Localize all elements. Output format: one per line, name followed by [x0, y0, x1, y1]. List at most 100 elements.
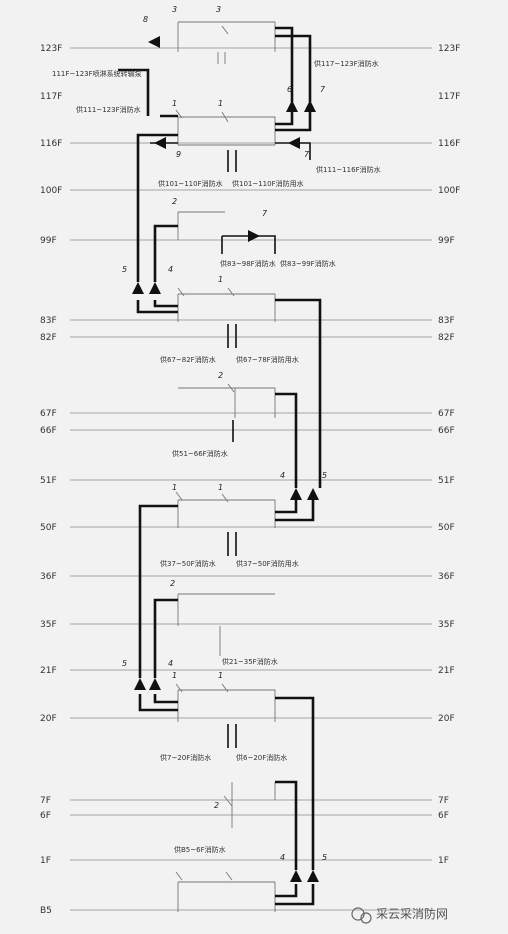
tank-116f — [177, 116, 276, 146]
tank-50f — [177, 499, 276, 528]
supply-note: 供67~82F消防水 — [160, 355, 216, 364]
floor-label-right: 6F — [438, 811, 449, 821]
floor-label-left: 82F — [40, 333, 57, 343]
floor-label-right: 50F — [438, 523, 455, 533]
supply-note: 供37~50F消防用水 — [236, 559, 299, 568]
floor-label-left: 83F — [40, 316, 57, 326]
pipes — [118, 26, 322, 906]
tank-b5 — [177, 881, 276, 912]
pump-icon — [290, 870, 302, 882]
supply-note: 供51~66F消防水 — [172, 449, 228, 458]
callout-number: 6 — [287, 85, 292, 94]
pump-icon — [307, 488, 319, 500]
pump-icon — [134, 678, 146, 690]
pump-icon — [304, 100, 316, 112]
floor-label-right: 51F — [438, 476, 455, 486]
tank-20f — [177, 689, 276, 722]
floor-label-left: 100F — [40, 186, 62, 196]
supply-note: 供21~35F消防水 — [222, 657, 278, 666]
callout-number: 2 — [170, 579, 175, 588]
floor-labels-left: 123F 117F 116F 100F 99F 83F 82F 67F 66F … — [40, 44, 62, 916]
floor-labels-right: 123F 117F 116F 100F 99F 83F 82F 67F 66F … — [438, 44, 460, 866]
floor-label-left: 36F — [40, 572, 57, 582]
floor-label-right: 21F — [438, 666, 455, 676]
floor-label-right: 117F — [438, 92, 460, 102]
floor-label-left: 20F — [40, 714, 57, 724]
floor-label-left: 50F — [40, 523, 57, 533]
callout-number: 8 — [143, 15, 148, 24]
pump-icon — [288, 137, 300, 149]
pump-icon — [307, 870, 319, 882]
callout-number: 3 — [172, 5, 177, 14]
floor-label-right: 100F — [438, 186, 460, 196]
callout-number: 4 — [168, 659, 173, 668]
floor-label-left: 123F — [40, 44, 62, 54]
pump-icon — [149, 282, 161, 294]
floor-label-right: 1F — [438, 856, 449, 866]
callout-number: 4 — [168, 265, 173, 274]
pump-icon — [154, 137, 166, 149]
supply-note: 111F~123F喷淋系统转输泵 — [52, 69, 142, 78]
supply-note: 供101~110F消防水 — [158, 179, 223, 188]
callout-number: 2 — [218, 371, 223, 380]
callout-number: 7 — [262, 209, 268, 218]
callout-number: 4 — [280, 471, 285, 480]
callout-number: 7 — [320, 85, 326, 94]
floor-label-left: 116F — [40, 139, 62, 149]
floor-label-left: 99F — [40, 236, 57, 246]
pumps — [132, 36, 319, 882]
callout-number: 7 — [304, 150, 310, 159]
floor-label-right: 67F — [438, 409, 455, 419]
tanks — [177, 21, 276, 912]
tank-7f — [231, 782, 276, 828]
callout-number: 3 — [216, 5, 221, 14]
supply-note: 供83~99F消防水 — [280, 259, 336, 268]
supply-note: 供37~50F消防水 — [160, 559, 216, 568]
floor-label-right: 83F — [438, 316, 455, 326]
tank-35f — [177, 593, 275, 656]
tank-99f — [177, 211, 225, 240]
callout-number: 1 — [218, 275, 223, 284]
floor-label-left: 51F — [40, 476, 57, 486]
floor-label-left: 1F — [40, 856, 51, 866]
tank-67f — [178, 387, 276, 418]
callout-number: 5 — [322, 853, 327, 862]
callout-number: 4 — [280, 853, 285, 862]
callout-numbers: 8 3 3 6 7 1 1 9 7 2 7 5 4 1 2 4 5 1 1 2 … — [122, 5, 327, 862]
callout-number: 1 — [172, 483, 177, 492]
supply-note: 供117~123F消防水 — [314, 59, 379, 68]
floor-label-right: 7F — [438, 796, 449, 806]
callout-number: 5 — [122, 265, 127, 274]
callout-number: 9 — [176, 150, 181, 159]
valve-marks — [175, 25, 235, 881]
floor-label-left: 7F — [40, 796, 51, 806]
floor-label-right: 82F — [438, 333, 455, 343]
pump-icon — [149, 678, 161, 690]
tank-123f — [177, 21, 276, 52]
callout-number: 1 — [172, 99, 177, 108]
floor-label-right: 20F — [438, 714, 455, 724]
supply-note: 供67~78F消防用水 — [236, 355, 299, 364]
floor-label-right: 36F — [438, 572, 455, 582]
supply-note: 供111~116F消防水 — [316, 165, 381, 174]
callout-number: 1 — [172, 671, 177, 680]
supply-note: 供7~20F消防水 — [160, 753, 211, 762]
floor-label-right: 66F — [438, 426, 455, 436]
supply-note: 供101~110F消防用水 — [232, 179, 304, 188]
floor-label-left: 66F — [40, 426, 57, 436]
floor-label-left: B5 — [40, 906, 52, 916]
pump-icon — [148, 36, 160, 48]
tank-83f — [177, 293, 276, 322]
callout-number: 5 — [322, 471, 327, 480]
pump-icon — [248, 230, 260, 242]
floor-label-right: 116F — [438, 139, 460, 149]
floor-label-right: 123F — [438, 44, 460, 54]
callout-number: 1 — [218, 99, 223, 108]
floor-label-left: 21F — [40, 666, 57, 676]
floor-label-left: 67F — [40, 409, 57, 419]
watermark: 采云采消防网 — [351, 906, 448, 924]
pump-icon — [286, 100, 298, 112]
callout-number: 2 — [214, 801, 219, 810]
callout-number: 5 — [122, 659, 127, 668]
